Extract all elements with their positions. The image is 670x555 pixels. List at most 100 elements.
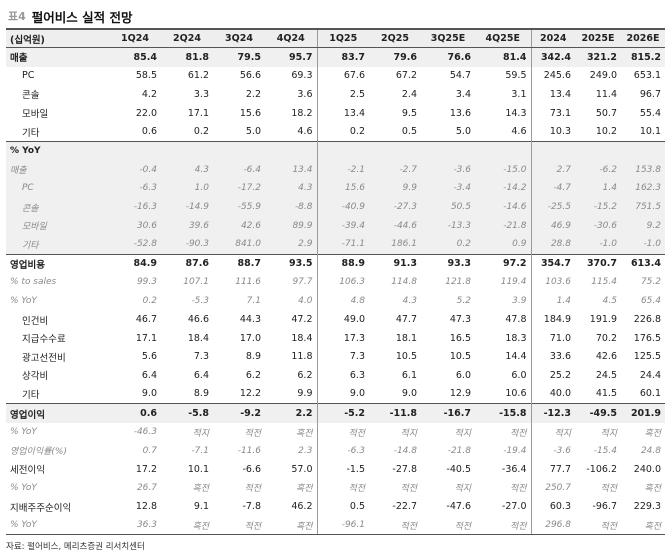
table-cell: 11.8 (291, 351, 313, 363)
table-cell: 751.5 (621, 197, 665, 217)
table-cell: -6.3 (316, 441, 369, 461)
table-cell (575, 140, 621, 161)
table-cell: 적전 (213, 515, 265, 536)
row-label: PC (6, 179, 109, 198)
table-cell: 10.6 (505, 388, 527, 400)
table-cell: -5.2 (316, 403, 369, 423)
table-row: % YoY (6, 140, 665, 161)
table-cell: 61.2 (187, 70, 209, 82)
table-cell: 1.0 (161, 179, 213, 198)
table-cell: 42.6 (595, 351, 617, 363)
table-row: 영업이익 0.6 -5.8 -9.2 2.2 -5.2 -11.8 -16.7 -15.8 -12… (6, 403, 665, 423)
table-cell: 적전 (244, 428, 261, 439)
table-cell: 69.3 (291, 70, 313, 82)
table-cell: 16.5 (449, 332, 471, 344)
table-row: % YoY 26.7 흑전 적전 흑전 적전 적전 적지 적전 250.7 적전 흑전 (6, 478, 665, 498)
table-cell: 58.5 (135, 70, 157, 82)
table-cell: 71.0 (530, 328, 575, 348)
table-cell: 13.4 (530, 85, 575, 104)
table-cell: 4.8 (316, 291, 369, 311)
row-label: 영업이익 (6, 403, 109, 423)
table-cell: 47.3 (449, 314, 471, 326)
table-cell: 70.2 (595, 332, 617, 344)
table-cell: 0.7 (142, 445, 157, 456)
table-cell (530, 140, 575, 161)
table-cell: 83.7 (316, 47, 369, 67)
table-cell: 42.6 (213, 216, 265, 235)
table-cell: 79.6 (369, 47, 421, 67)
table-cell: 적전 (400, 484, 417, 495)
table-cell: 79.5 (213, 47, 265, 67)
table-cell: -19.4 (503, 445, 527, 456)
table-cell: 6.4 (193, 369, 209, 381)
table-cell: 14.3 (505, 107, 527, 119)
table-cell: 적전 (421, 515, 475, 536)
table-cell: 321.2 (575, 47, 621, 67)
table-cell: 1.4 (575, 179, 621, 198)
table-row: % YoY -46.3 적지 적전 흑전 적전 적지 적지 적전 적지 적지 흑전 (6, 422, 665, 442)
table-cell: -7.1 (191, 445, 209, 456)
table-cell: 10.2 (595, 126, 617, 138)
table-cell: 2.5 (316, 85, 369, 104)
table-cell: -40.9 (316, 197, 369, 217)
table-cell: 9.0 (141, 388, 157, 400)
table-cell (621, 140, 665, 161)
table-cell: 6.0 (455, 369, 471, 381)
table-cell: 240.0 (633, 463, 661, 475)
table-cell: 59.5 (505, 70, 527, 82)
table-cell: 13.4 (316, 103, 369, 123)
table-cell: -30.6 (575, 216, 621, 235)
table-cell: 57.0 (291, 463, 313, 475)
table-cell: 296.8 (530, 515, 575, 536)
table-cell: -2.7 (369, 160, 421, 180)
table-cell: -44.6 (369, 216, 421, 235)
table-cell (109, 140, 161, 161)
table-row: 콘솔 4.2 3.3 2.2 3.6 2.5 2.4 3.4 3.1 13.4 11.4 96.7 (6, 85, 665, 104)
row-label: % YoY (6, 140, 109, 161)
table-cell: 93.5 (265, 253, 317, 274)
table-cell (369, 140, 421, 161)
table-cell: 87.6 (161, 253, 213, 274)
table-cell: 흑전 (161, 515, 213, 536)
table-cell: 176.5 (633, 332, 661, 344)
table-cell: 22.0 (135, 107, 157, 119)
table-cell: -14.9 (161, 197, 213, 217)
table-cell: 적지 (400, 428, 417, 439)
table-cell: 46.7 (135, 314, 157, 326)
table-cell: -25.5 (530, 197, 575, 217)
table-row: 영업비용 84.9 87.6 88.7 93.5 88.9 91.3 93.3 97.2 354.… (6, 253, 665, 274)
table-cell: 76.6 (421, 47, 475, 67)
table-row: 콘솔 -16.3 -14.9 -55.9 -8.8 -40.9 -27.3 50.5 -14.6… (6, 197, 665, 217)
table-cell: 201.9 (621, 403, 665, 423)
table-cell: 10.1 (639, 126, 661, 138)
table-cell: -15.8 (475, 403, 531, 423)
period-header: 1Q25 (316, 28, 369, 48)
table-cell (421, 140, 475, 161)
table-title-text: 펄어비스 실적 전망 (31, 9, 133, 25)
row-label: % YoY (6, 515, 109, 536)
table-cell: 41.5 (595, 388, 617, 400)
table-row: 광고선전비 5.6 7.3 8.9 11.8 7.3 10.5 10.5 14.4 33.6 42.… (6, 347, 665, 367)
table-cell: 3.9 (512, 296, 527, 307)
table-cell: -3.4 (421, 179, 475, 198)
table-row: PC 58.5 61.2 56.6 69.3 67.6 67.2 54.7 59.5 245.6 2… (6, 66, 665, 86)
table-cell: 8.9 (193, 388, 209, 400)
table-cell: 12.2 (239, 388, 261, 400)
table-cell: 50.5 (421, 197, 475, 217)
table-cell: 67.6 (316, 66, 369, 86)
table-cell: -5.3 (191, 296, 209, 307)
table-cell: 60.1 (639, 388, 661, 400)
table-cell: -11.6 (237, 445, 261, 456)
table-cell: 229.3 (633, 501, 661, 513)
table-cell: 75.2 (640, 277, 661, 288)
row-label: % YoY (10, 296, 37, 307)
table-row: 지급수수료 17.1 18.4 17.0 18.4 17.3 18.1 16.5 18.3 71.… (6, 328, 665, 348)
table-cell: 0.6 (109, 403, 161, 423)
table-cell: 18.2 (291, 107, 313, 119)
table-cell: 89.9 (265, 216, 317, 235)
table-body: 매출 85.4 81.8 79.5 95.7 83.7 79.6 76.6 81.4 342.4 3… (6, 47, 665, 536)
table-cell: 55.4 (639, 107, 661, 119)
table-cell: -15.4 (593, 445, 617, 456)
table-cell: -14.8 (393, 445, 417, 456)
table-cell: 2.2 (265, 403, 317, 423)
